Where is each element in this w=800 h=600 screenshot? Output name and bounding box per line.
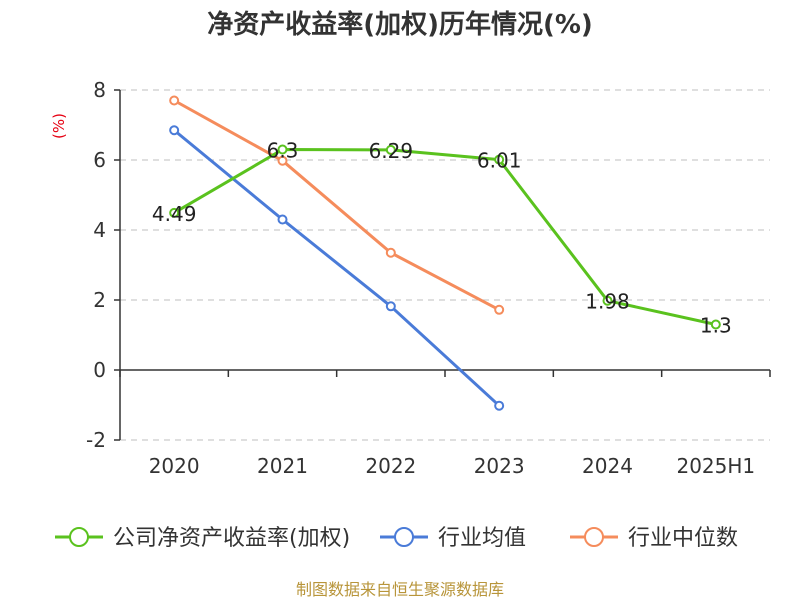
- x-tick-label: 2022: [365, 454, 416, 478]
- data-labels: 4.49 6.3 6.29 6.01 1.98 1.3: [152, 139, 732, 338]
- series-line-1: [173, 129, 501, 407]
- legend-item-2[interactable]: 行业中位数: [570, 526, 738, 551]
- data-point: [385, 247, 396, 258]
- y-tick-label: 2: [93, 288, 106, 312]
- legend-label: 行业均值: [438, 526, 526, 551]
- axes: -2 0 2 4 6 8 2020 2021 2022 2023 2024 2025H1: [86, 78, 771, 478]
- data-point: [169, 207, 180, 218]
- series-group: [169, 95, 721, 411]
- data-label: 1.3: [700, 314, 732, 338]
- data-label: 4.49: [152, 202, 197, 226]
- data-label: 6.3: [267, 139, 299, 163]
- series-line-2: [173, 99, 500, 312]
- x-tick-label: 2020: [149, 454, 200, 478]
- x-tick-label: 2025H1: [676, 454, 755, 478]
- y-tick-label: 6: [93, 148, 106, 172]
- legend-item-1[interactable]: 行业均值: [380, 526, 526, 551]
- y-tick-label: 8: [93, 78, 106, 102]
- data-point: [169, 95, 180, 106]
- data-point: [277, 155, 288, 166]
- legend-swatch-marker: [584, 527, 604, 547]
- data-point: [494, 154, 505, 165]
- x-tick-label: 2021: [257, 454, 308, 478]
- y-axis-unit-label: (%): [50, 113, 68, 139]
- legend-swatch-marker: [394, 527, 414, 547]
- data-point: [385, 144, 396, 155]
- y-tick-label: -2: [86, 428, 106, 452]
- legend-item-0[interactable]: 公司净资产收益率(加权): [55, 526, 350, 551]
- data-point: [169, 125, 180, 136]
- data-label: 1.98: [585, 290, 630, 314]
- y-tick-label: 4: [93, 218, 106, 242]
- x-tick-label: 2024: [582, 454, 633, 478]
- data-point: [494, 400, 505, 411]
- data-label: 6.29: [369, 139, 414, 163]
- legend-label: 行业中位数: [628, 526, 738, 551]
- data-point: [277, 214, 288, 225]
- data-point: [385, 301, 396, 312]
- data-point: [710, 319, 721, 330]
- grid-lines: [120, 89, 770, 441]
- legend[interactable]: 公司净资产收益率(加权) 行业均值 行业中位数: [55, 526, 738, 551]
- data-point: [494, 304, 505, 315]
- data-label: 6.01: [477, 149, 522, 173]
- legend-swatch-marker: [69, 527, 89, 547]
- series-line-0: [173, 148, 717, 326]
- data-point: [277, 144, 288, 155]
- legend-label: 公司净资产收益率(加权): [113, 526, 350, 551]
- data-point: [602, 295, 613, 306]
- x-tick-label: 2023: [474, 454, 525, 478]
- y-tick-label: 0: [93, 358, 106, 382]
- chart-title: 净资产收益率(加权)历年情况(%): [207, 9, 593, 40]
- source-note: 制图数据来自恒生聚源数据库: [296, 580, 504, 599]
